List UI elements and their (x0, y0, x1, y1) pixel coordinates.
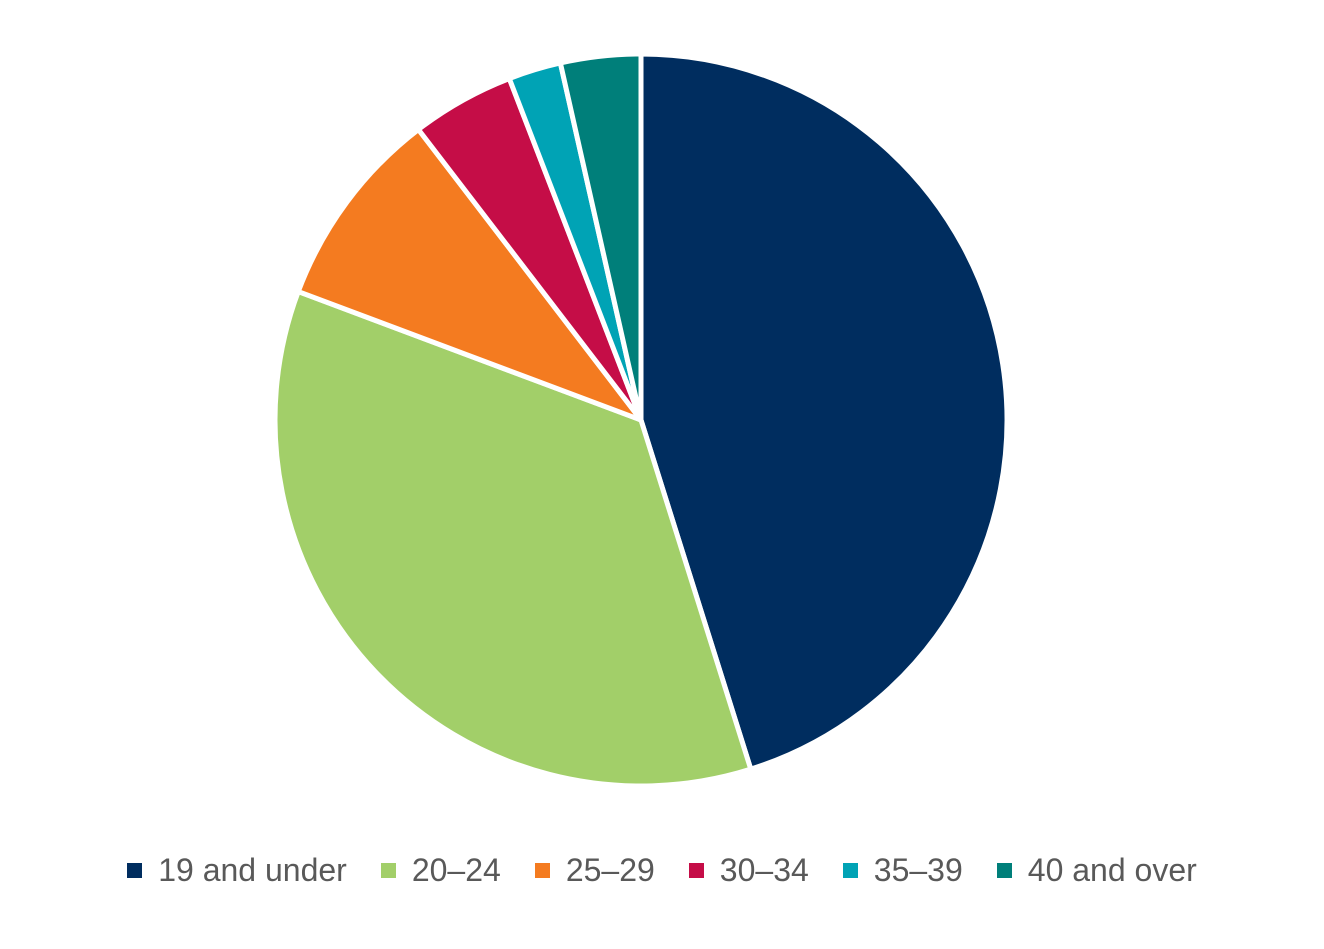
legend-swatch (127, 862, 143, 878)
legend-label: 30–34 (719, 851, 809, 888)
pie-slice-19-and-under (638, 51, 1010, 772)
pie-slice-25-29 (295, 126, 644, 423)
pie-slices (272, 51, 1010, 789)
legend-item-35-39: 35–39 (842, 851, 963, 889)
legend-item-19-and-under: 19 and under (127, 852, 347, 889)
chart-legend: 19 and under 20–24 25–29 30–34 35–39 40 … (0, 846, 1324, 894)
legend-item-40-and-over: 40 and over (996, 851, 1197, 889)
pie-slice-40-and-over (557, 51, 644, 423)
legend-label: 19 and under (158, 851, 347, 888)
pie-slice-20-24 (272, 289, 754, 789)
legend-label: 25–29 (565, 851, 655, 888)
legend-label: 35–39 (873, 851, 963, 888)
legend-swatch (842, 862, 858, 878)
legend-item-30-34: 30–34 (688, 851, 809, 889)
legend-item-25-29: 25–29 (534, 851, 655, 889)
legend-item-20-24: 20–24 (380, 851, 501, 889)
legend-label: 20–24 (411, 851, 501, 888)
legend-swatch (380, 862, 396, 878)
legend-swatch (996, 862, 1012, 878)
legend-swatch (534, 862, 550, 878)
legend-label: 40 and over (1027, 851, 1197, 888)
legend-swatch (688, 862, 704, 878)
